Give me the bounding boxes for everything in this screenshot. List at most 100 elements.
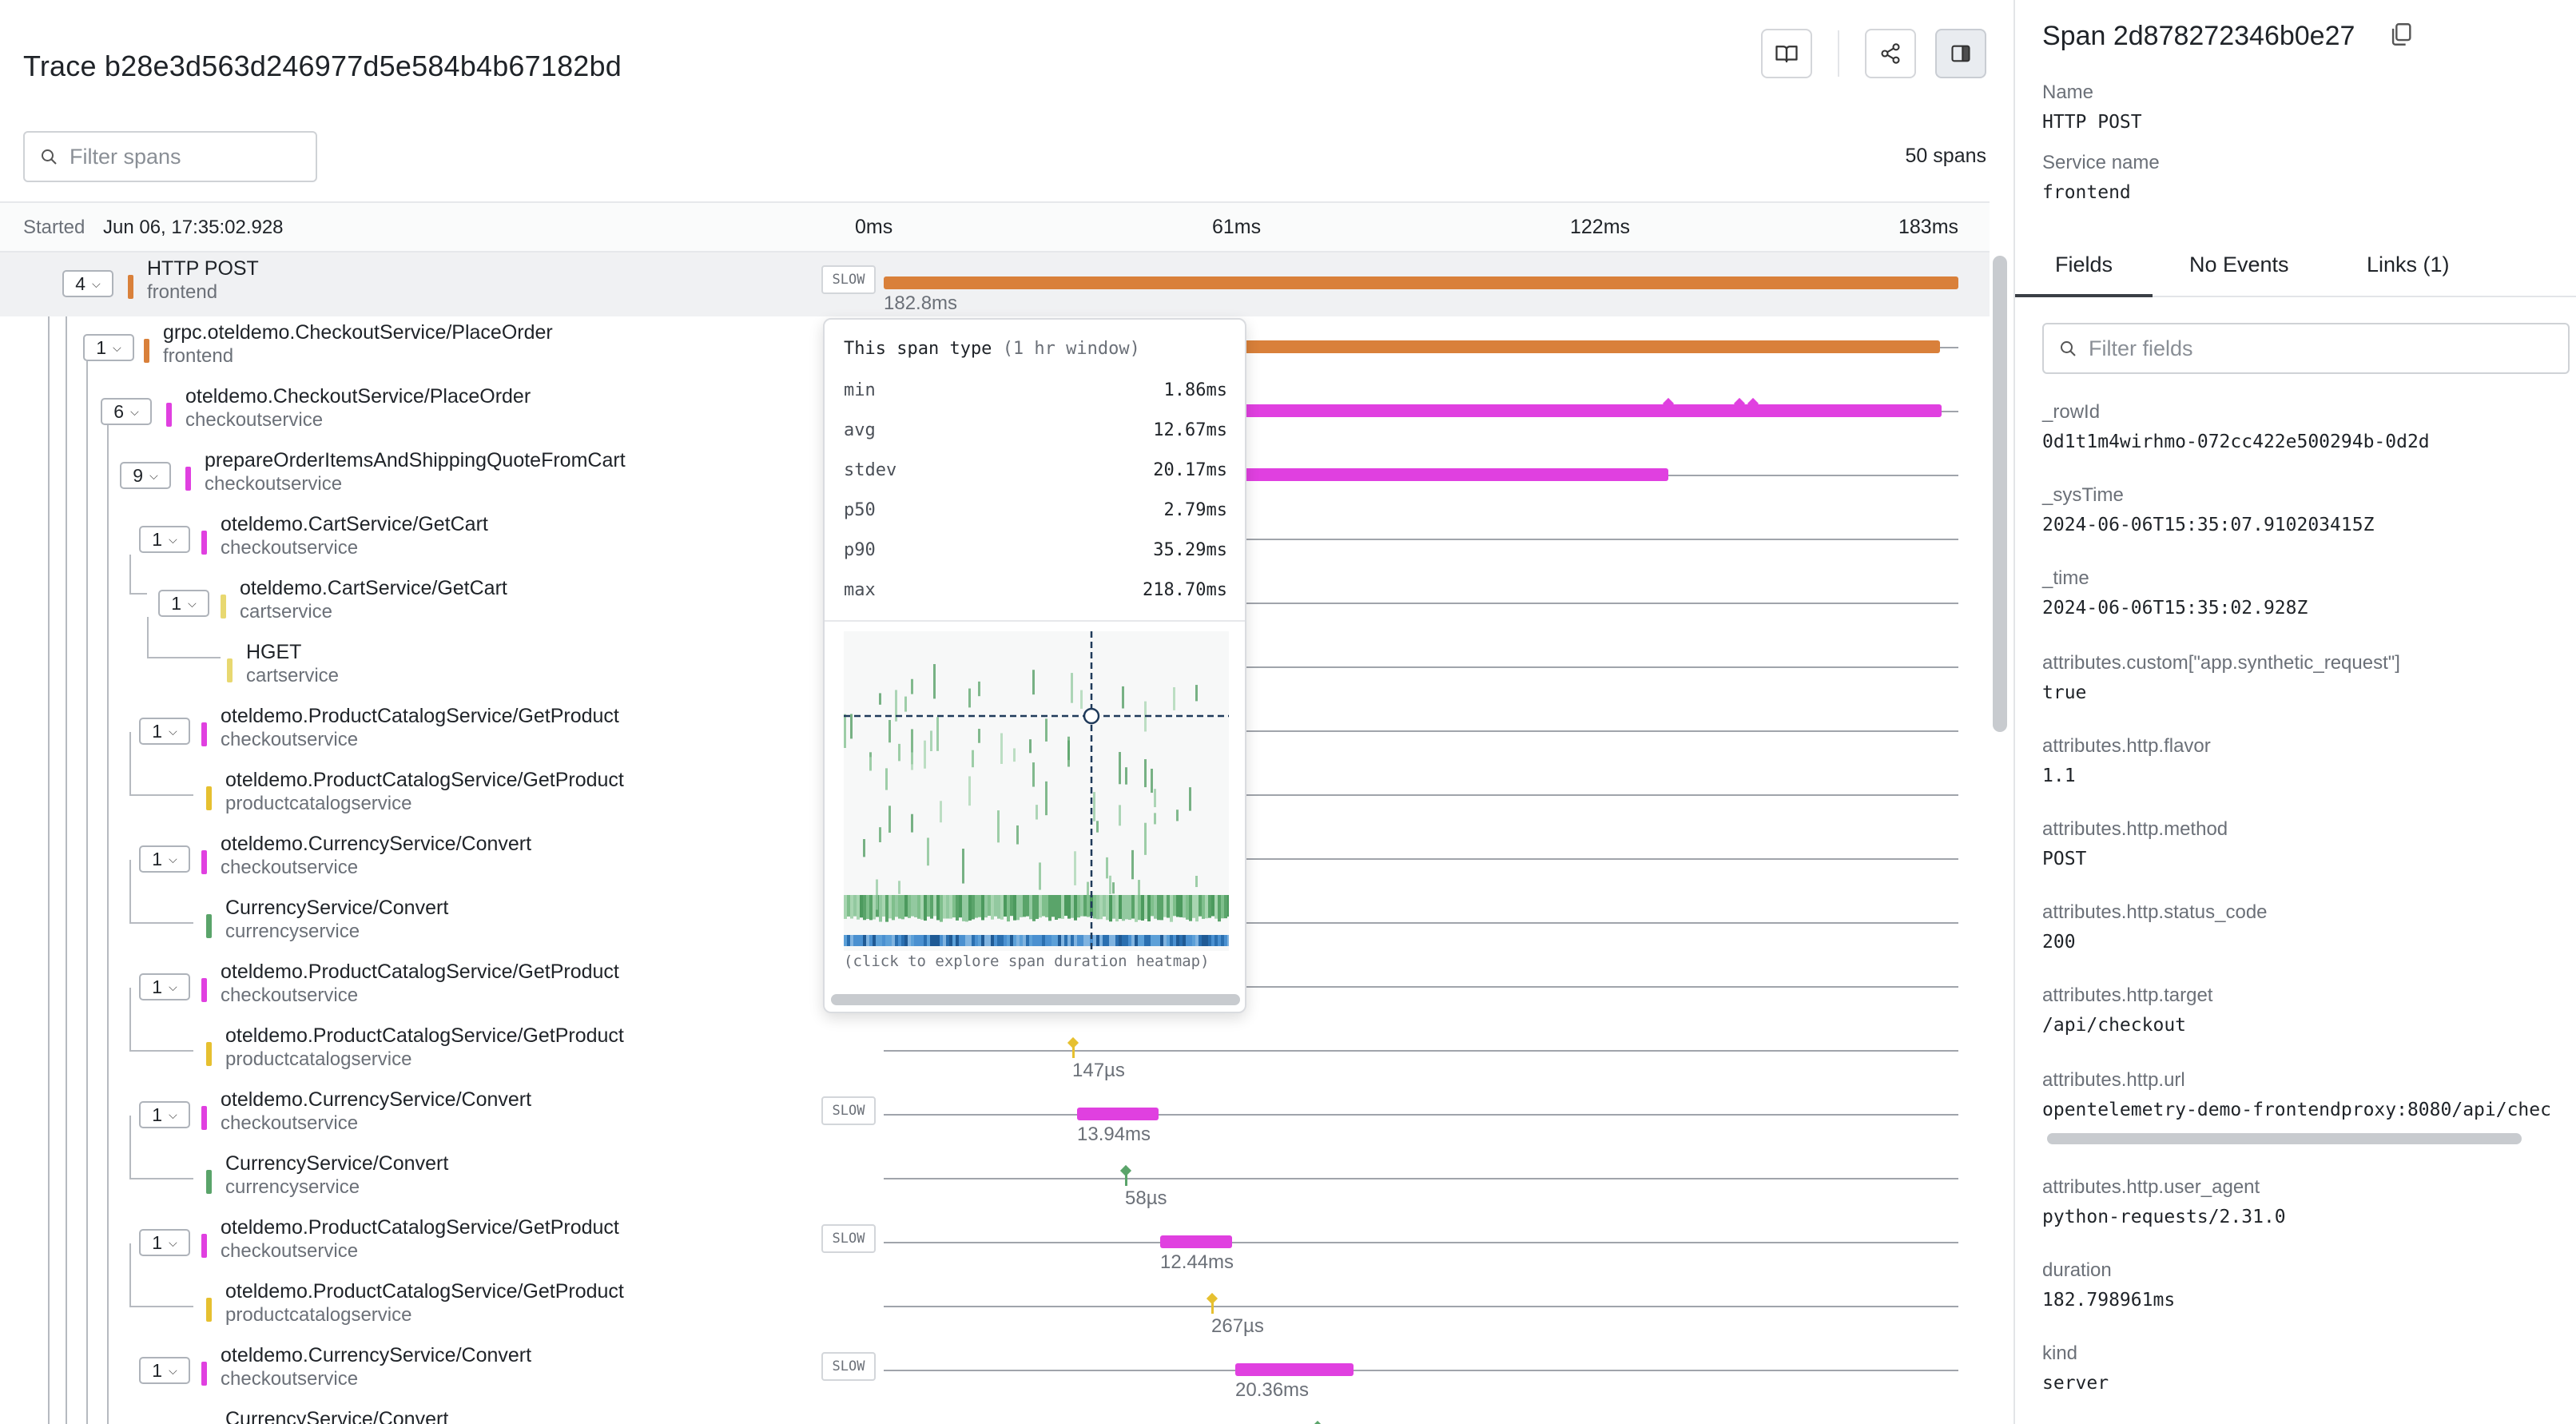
field-value[interactable]: opentelemetry-demo-frontendproxy:8080/ap… xyxy=(2042,1100,2551,1120)
expand-toggle[interactable]: 1 ⌵ xyxy=(139,526,190,553)
duration-bar[interactable] xyxy=(884,276,1958,289)
field-value[interactable]: 0d1t1m4wirhmo-072cc422e500294b-0d2d xyxy=(2042,432,2430,452)
heatmap-cell xyxy=(952,895,956,918)
field-value[interactable]: 200 xyxy=(2042,932,2076,953)
span-row[interactable]: 1 ⌵ oteldemo.ProductCatalogService/GetPro… xyxy=(0,1211,1990,1275)
duration-bar[interactable] xyxy=(1125,1170,1127,1186)
filter-fields-field[interactable] xyxy=(2042,323,2570,374)
duration-bar[interactable] xyxy=(1072,1042,1075,1058)
span-row[interactable]: 1 ⌵ oteldemo.CurrencyService/Convert chec… xyxy=(0,828,1990,892)
heatmap-cell xyxy=(853,935,857,946)
expand-toggle[interactable]: 4 ⌵ xyxy=(62,270,113,297)
expand-toggle[interactable]: 1 ⌵ xyxy=(139,1229,190,1256)
heatmap-cell xyxy=(1036,895,1039,919)
heatmap-cell xyxy=(876,935,879,946)
expand-toggle[interactable]: 9 ⌵ xyxy=(120,462,171,489)
heatmap-cell xyxy=(1071,895,1074,918)
heatmap-cell xyxy=(1151,895,1154,917)
field-value[interactable]: 1.1 xyxy=(2042,766,2076,786)
span-row[interactable]: CurrencyService/Convert currencyservice … xyxy=(0,1116,1990,1211)
expand-toggle[interactable]: 1 ⌵ xyxy=(139,1101,190,1128)
slow-badge[interactable]: SLOW xyxy=(821,1096,876,1125)
expand-toggle[interactable]: 1 ⌵ xyxy=(139,1357,190,1384)
field-scrollbar[interactable] xyxy=(2047,1133,2522,1144)
span-row[interactable]: HGET cartservice xyxy=(0,636,1990,700)
heatmap-cell xyxy=(1004,935,1007,946)
duration-bar[interactable] xyxy=(1211,1298,1214,1314)
heatmap-cell xyxy=(1061,895,1064,919)
duration-bar[interactable] xyxy=(1077,1108,1159,1120)
heatmap-cell xyxy=(869,757,872,771)
field-value[interactable]: POST xyxy=(2042,849,2087,869)
field-value[interactable]: 2024-06-06T15:35:07.910203415Z xyxy=(2042,515,2375,535)
heatmap-cell xyxy=(946,935,949,946)
span-row[interactable]: 1 ⌵ oteldemo.CartService/GetCart cartserv… xyxy=(0,572,1990,636)
slow-badge[interactable]: SLOW xyxy=(821,265,876,294)
heatmap-cell xyxy=(888,805,891,833)
span-row[interactable]: 1 ⌵ oteldemo.CurrencyService/Convert chec… xyxy=(0,1084,1990,1148)
filter-spans-field[interactable] xyxy=(23,131,317,182)
expand-toggle[interactable]: 6 ⌵ xyxy=(101,398,152,425)
tooltip-scrollbar[interactable] xyxy=(831,994,1240,1005)
span-duration-heatmap[interactable] xyxy=(844,631,1229,951)
field-value[interactable]: 2024-06-06T15:35:02.928Z xyxy=(2042,598,2308,619)
span-list-scrollbar[interactable] xyxy=(1993,256,2007,732)
field-value[interactable]: 182.798961ms xyxy=(2042,1290,2176,1311)
heatmap-cell xyxy=(860,935,863,946)
span-row[interactable]: 1 ⌵ oteldemo.ProductCatalogService/GetPro… xyxy=(0,956,1990,1020)
filter-fields-input[interactable] xyxy=(2089,336,2536,361)
expand-toggle[interactable]: 1 ⌵ xyxy=(83,334,134,361)
duration-bar[interactable] xyxy=(1160,1235,1232,1248)
tab-events[interactable]: No Events xyxy=(2189,253,2289,276)
copy-span-id-button[interactable] xyxy=(2387,21,2415,52)
span-row[interactable]: CurrencyService/Convert xyxy=(0,1403,1990,1424)
service-color-bar xyxy=(221,595,226,619)
field-value[interactable]: python-requests/2.31.0 xyxy=(2042,1207,2286,1227)
span-row[interactable]: oteldemo.ProductCatalogService/GetProduc… xyxy=(0,1243,1990,1339)
stat-label: min xyxy=(844,380,876,400)
duration-bar[interactable] xyxy=(1235,1363,1354,1376)
stat-value: 1.86ms xyxy=(1163,380,1227,400)
tab-links[interactable]: Links (1) xyxy=(2367,253,2450,276)
slow-badge[interactable]: SLOW xyxy=(821,1352,876,1381)
heatmap-cell xyxy=(914,895,917,917)
span-row[interactable]: 1 ⌵ oteldemo.CurrencyService/Convert chec… xyxy=(0,1339,1990,1403)
span-row[interactable]: CurrencyService/Convert currencyservice xyxy=(0,860,1990,956)
service-name: checkoutservice xyxy=(221,984,359,1006)
heatmap-cell xyxy=(1080,895,1083,917)
docs-button[interactable] xyxy=(1761,29,1812,78)
tab-fields[interactable]: Fields xyxy=(2055,253,2113,276)
heatmap-cell xyxy=(1109,895,1112,922)
slow-badge[interactable]: SLOW xyxy=(821,1224,876,1253)
span-name: oteldemo.ProductCatalogService/GetProduc… xyxy=(221,1216,619,1239)
heatmap-cell xyxy=(850,895,853,919)
heatmap-cell xyxy=(847,935,850,946)
expand-toggle[interactable]: 1 ⌵ xyxy=(139,718,190,745)
heatmap-cell xyxy=(1119,752,1121,785)
span-row[interactable]: 1 ⌵ oteldemo.CartService/GetCart checkout… xyxy=(0,508,1990,572)
expand-toggle[interactable]: 1 ⌵ xyxy=(139,973,190,1000)
span-row[interactable]: 1 ⌵ oteldemo.ProductCatalogService/GetPro… xyxy=(0,700,1990,764)
field-value[interactable]: /api/checkout xyxy=(2042,1015,2187,1036)
chevron-down-icon: ⌵ xyxy=(149,468,158,482)
field-value[interactable]: server xyxy=(2042,1373,2109,1394)
expand-toggle[interactable]: 1 ⌵ xyxy=(139,845,190,873)
service-color-bar xyxy=(166,403,172,427)
span-row[interactable]: oteldemo.ProductCatalogService/GetProduc… xyxy=(0,732,1990,828)
span-row[interactable]: oteldemo.ProductCatalogService/GetProduc… xyxy=(0,988,1990,1084)
service-color-bar xyxy=(128,275,133,299)
heatmap-cell xyxy=(936,717,939,751)
heatmap-cell xyxy=(885,895,888,922)
field-key: attributes.custom["app.synthetic_request… xyxy=(2042,652,2400,674)
heatmap-cell xyxy=(975,895,978,918)
heatmap-cell xyxy=(1192,935,1195,946)
toggle-details-panel-button[interactable] xyxy=(1935,29,1986,78)
share-button[interactable] xyxy=(1865,29,1916,78)
filter-spans-input[interactable] xyxy=(70,144,301,169)
child-count: 1 xyxy=(96,336,107,358)
service-name: cartservice xyxy=(240,601,333,623)
field-value[interactable]: true xyxy=(2042,682,2087,703)
expand-toggle[interactable]: 1 ⌵ xyxy=(158,590,209,617)
heatmap-cell xyxy=(1000,733,1003,764)
span-row[interactable]: 4 ⌵ HTTP POST frontend SLOW 182.8ms xyxy=(0,253,1990,316)
